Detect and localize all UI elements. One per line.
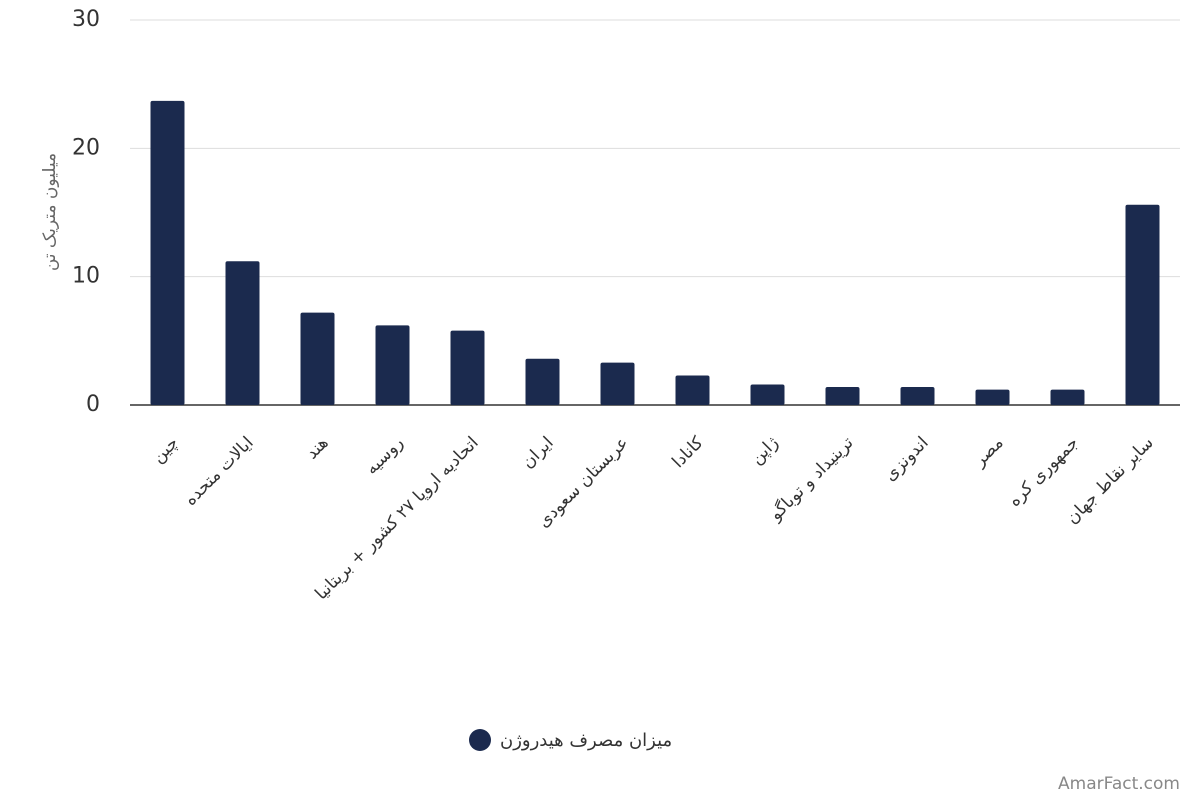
bar: [1125, 204, 1160, 405]
x-tick-label: ایالات متحده: [181, 433, 258, 510]
bar: [450, 330, 485, 405]
bar: [375, 325, 410, 405]
y-tick-label: 30: [72, 7, 100, 32]
x-tick-label: جمهوری کره: [1005, 433, 1083, 511]
bar: [225, 261, 260, 405]
bar: [600, 362, 635, 405]
x-tick-label: اتحادیه اروپا ۲۷ کشور + بریتانیا: [311, 433, 482, 604]
x-tick-label: کانادا: [668, 432, 708, 472]
bar: [675, 375, 710, 405]
legend-label: میزان مصرف هیدروژن: [500, 730, 672, 751]
x-tick-label: چین: [148, 433, 182, 467]
bar: [150, 100, 185, 405]
bar: [1050, 389, 1085, 405]
bar: [525, 358, 560, 405]
x-tick-label: اندونزی: [880, 433, 932, 485]
watermark: AmarFact.com: [1058, 774, 1180, 794]
bar: [750, 384, 785, 405]
bar: [900, 387, 935, 405]
x-tick-label: ایران: [518, 433, 558, 473]
bar: [975, 389, 1010, 405]
legend-marker: [469, 729, 491, 751]
y-tick-label: 0: [86, 392, 100, 417]
x-tick-label: مصر: [969, 433, 1007, 471]
y-axis-label: میلیون متریک تن: [40, 153, 60, 271]
y-tick-label: 10: [72, 264, 100, 289]
y-tick-label: 20: [72, 135, 100, 160]
x-tick-label: روسیه: [362, 433, 408, 479]
x-tick-label: ژاپن: [747, 433, 783, 469]
bar: [825, 387, 860, 405]
bar: [300, 312, 335, 405]
x-tick-label: هند: [302, 433, 332, 463]
